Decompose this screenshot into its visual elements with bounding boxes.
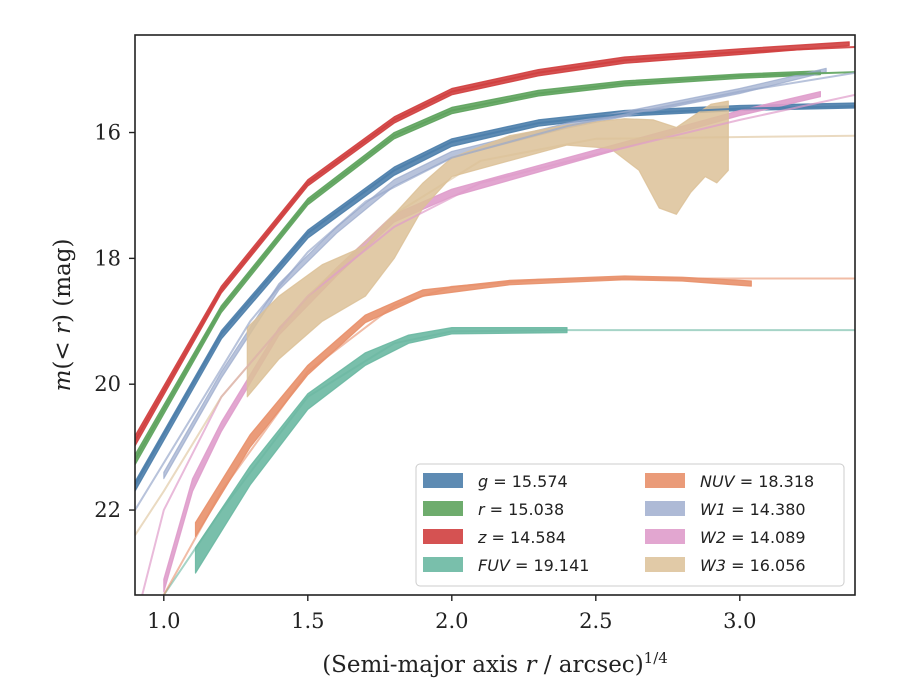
series-fuv-line: [162, 329, 855, 595]
x-tick-label: 2.5: [579, 609, 612, 633]
y-axis: 16 18 20 22: [94, 121, 135, 522]
legend-label-fuv: FUV = 19.141: [478, 556, 589, 575]
y-axis-title: m(< r) (mag): [50, 239, 76, 392]
series-nuv-band: [194, 275, 752, 538]
x-axis: 1.0 1.5 2.0 2.5 3.0: [147, 595, 757, 633]
legend-label-z: z = 14.584: [477, 528, 566, 547]
series-g-band: [135, 102, 855, 492]
x-tick-label: 3.0: [723, 609, 756, 633]
legend-swatch-z: [423, 529, 463, 544]
legend-label-w2: W2 = 14.089: [700, 528, 806, 547]
series-z-band: [135, 41, 850, 447]
y-tick-label: 22: [94, 498, 121, 522]
y-tick-label: 20: [94, 372, 121, 396]
series-fuv-band: [194, 327, 568, 574]
legend-box: [415, 463, 845, 587]
plot-frame: [134, 34, 856, 596]
x-tick-label: 1.0: [147, 609, 180, 633]
series-nuv-line: [162, 277, 855, 595]
legend-swatch-r: [423, 501, 463, 516]
legend-swatch-w3: [645, 557, 685, 572]
series-extrapolations: [135, 46, 855, 595]
legend-label-g: g = 15.574: [478, 472, 568, 491]
legend-label-nuv: NUV = 18.318: [700, 472, 814, 491]
series-w3-line: [135, 134, 855, 537]
y-tick-label: 18: [94, 246, 121, 270]
series-r-line: [135, 71, 855, 461]
legend-label-w1: W1 = 14.380: [700, 500, 806, 519]
legend-swatch-nuv: [645, 473, 685, 488]
series-w2-line: [141, 93, 855, 595]
legend: g = 15.574 r = 15.038 z = 14.584 FUV = 19.1…: [415, 463, 845, 587]
x-tick-label: 2.0: [435, 609, 468, 633]
series-g-line: [135, 105, 855, 486]
legend-swatch-g: [423, 473, 463, 488]
x-tick-label: 1.5: [291, 609, 324, 633]
series-z-line: [135, 46, 855, 442]
legend-label-w3: W3 = 16.056: [700, 556, 806, 575]
x-axis-title: (Semi-major axis r / arcsec)1/4: [322, 649, 668, 678]
series-r-band: [135, 70, 822, 466]
legend-swatch-w2: [645, 529, 685, 544]
legend-label-r: r = 15.038: [478, 500, 564, 519]
series-w1-line: [135, 71, 855, 512]
y-tick-label: 16: [94, 121, 121, 145]
legend-swatch-fuv: [423, 557, 463, 572]
legend-swatch-w1: [645, 501, 685, 516]
